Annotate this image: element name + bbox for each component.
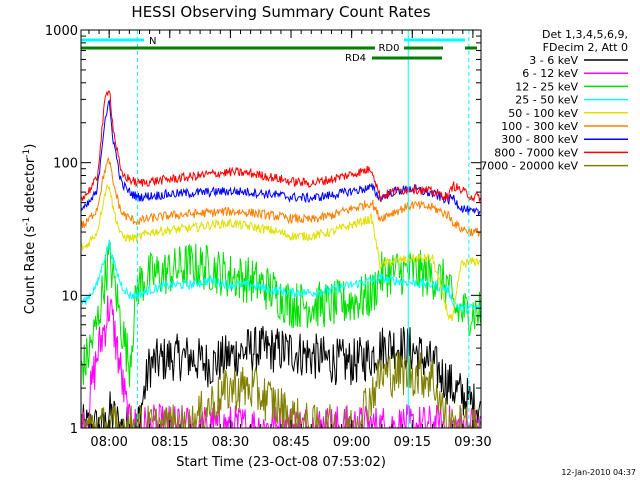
legend-label-0: 3 - 6 keV (529, 54, 578, 67)
x-tick-label-6: 09:30 (454, 435, 491, 450)
y-axis-label-sup2: -1 (22, 149, 32, 158)
series-line-7 (81, 90, 481, 203)
legend-label-8: 7000 - 20000 keV (480, 160, 578, 173)
y-axis-label-sup1: -1 (22, 217, 32, 226)
legend-label-2: 12 - 25 keV (515, 80, 578, 93)
series-line-0 (81, 326, 481, 428)
y-tick-label-2: 100 (53, 157, 78, 172)
legend-header-line-1: Det 1,3,4,5,6,9, (542, 28, 628, 41)
annotation-label-rd4: RD4 (345, 53, 366, 64)
legend: Det 1,3,4,5,6,9, FDecim 2, Att 0 3 - 6 k… (480, 28, 628, 173)
y-axis-label: Count Rate (s-1 detector-1) (22, 144, 38, 315)
series-line-2 (81, 241, 481, 388)
legend-label-7: 800 - 7000 keV (494, 146, 578, 159)
legend-label-6: 300 - 800 keV (501, 133, 578, 146)
tick-layer: 08:00 08:15 08:30 08:45 09:00 09:15 09:30 1 10 10… (45, 24, 492, 450)
x-tick-label-0: 08:00 (90, 435, 127, 450)
series-line-5 (81, 157, 481, 238)
legend-label-3: 25 - 50 keV (515, 94, 578, 107)
y-tick-label-3: 1000 (45, 24, 78, 39)
legend-label-1: 6 - 12 keV (522, 67, 578, 80)
series-line-6 (81, 99, 481, 216)
y-tick-label-0: 1 (70, 422, 78, 437)
x-axis-label: Start Time (23-Oct-08 07:53:02) (176, 455, 386, 470)
series-line-3 (81, 239, 481, 315)
chart-title: HESSI Observing Summary Count Rates (131, 3, 430, 21)
y-axis-label-end: ) (23, 144, 38, 149)
y-axis-label-main: Count Rate (s (23, 226, 38, 315)
x-tick-label-5: 09:15 (394, 435, 431, 450)
annotation-label-n: N (149, 36, 156, 47)
y-tick-label-1: 10 (61, 289, 78, 304)
annotation-layer: N RD0 RD4 (80, 36, 477, 64)
x-tick-label-2: 08:30 (212, 435, 249, 450)
legend-label-5: 100 - 300 keV (501, 120, 578, 133)
legend-label-4: 50 - 100 keV (508, 107, 578, 120)
series-line-4 (81, 183, 481, 321)
x-tick-label-3: 08:45 (272, 435, 309, 450)
x-tick-label-1: 08:15 (151, 435, 188, 450)
x-tick-label-4: 09:00 (333, 435, 370, 450)
annotation-label-rd0: RD0 (378, 43, 399, 54)
legend-header-line-2: FDecim 2, Att 0 (543, 41, 628, 54)
series-layer (81, 90, 481, 428)
footer-timestamp: 12-Jan-2010 04:37 (561, 468, 636, 477)
series-line-8 (81, 351, 481, 428)
marker-layer (81, 30, 470, 428)
y-axis-label-mid: detector (23, 157, 38, 217)
